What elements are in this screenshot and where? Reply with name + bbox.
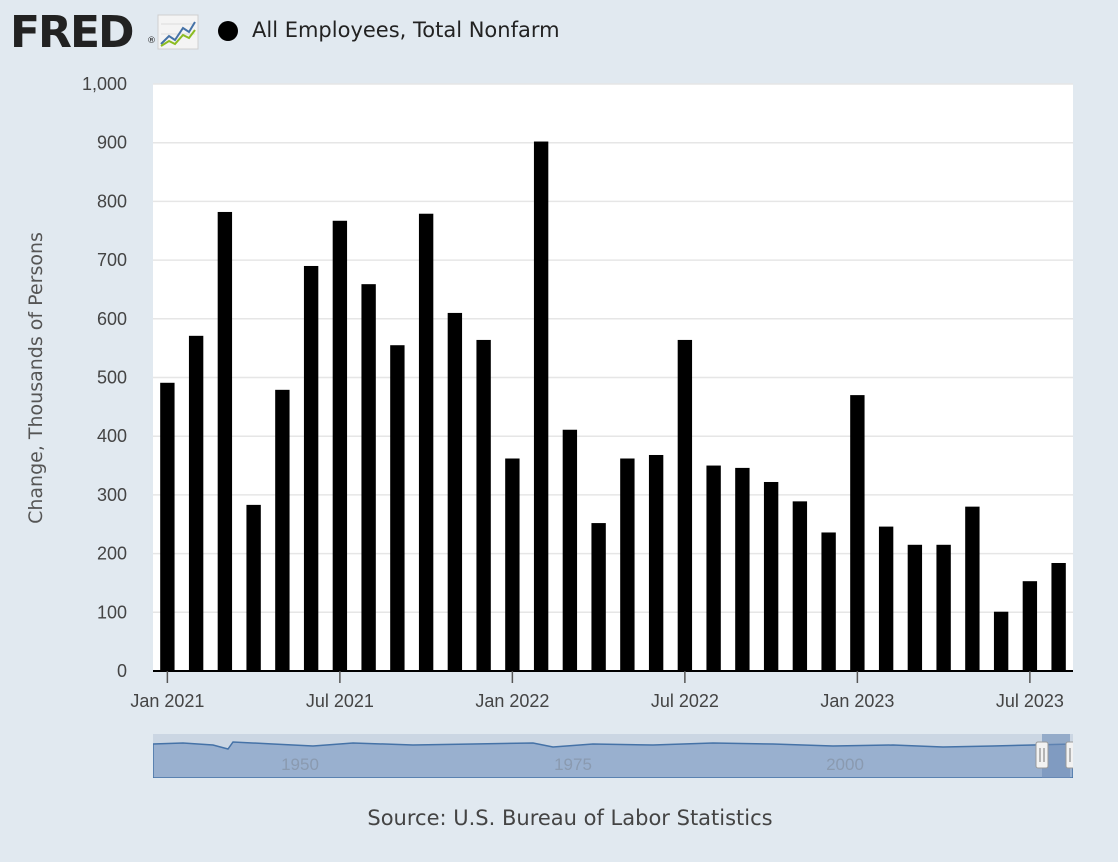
bar-2021-10[interactable]	[418, 213, 434, 672]
bar-2023-01[interactable]	[850, 395, 865, 671]
navigator-label-2000: 2000	[826, 755, 864, 774]
x-tick-label: Jul 2023	[996, 691, 1064, 711]
x-tick-label: Jul 2022	[651, 691, 719, 711]
navigator-label-1950: 1950	[281, 755, 319, 774]
navigator-handle-right[interactable]	[1065, 741, 1073, 769]
x-tick-label: Jan 2023	[820, 691, 894, 711]
bar-2021-12[interactable]	[476, 339, 491, 671]
chart-header: FRED ® All Employees, Total Nonfarm	[0, 0, 1118, 64]
navigator-handle-left[interactable]	[1035, 741, 1049, 769]
navigator-label-1975: 1975	[554, 755, 592, 774]
legend-marker	[218, 21, 238, 41]
y-tick-label: 300	[97, 485, 127, 505]
bar-2022-01[interactable]	[505, 458, 520, 671]
y-tick-label: 600	[97, 309, 127, 329]
bar-2021-01[interactable]	[160, 382, 175, 671]
bar-2023-06[interactable]	[993, 611, 1009, 671]
bar-2021-05[interactable]	[275, 389, 290, 671]
bar-2023-07[interactable]	[1022, 581, 1038, 671]
y-tick-label: 900	[97, 133, 127, 153]
bar-2022-02[interactable]	[533, 141, 549, 671]
bar-2022-11[interactable]	[792, 501, 808, 671]
x-tick-label: Jul 2021	[306, 691, 374, 711]
bar-2023-05[interactable]	[965, 506, 980, 671]
x-tick-label: Jan 2022	[475, 691, 549, 711]
registered-mark: ®	[147, 36, 156, 46]
bar-2021-03[interactable]	[217, 211, 233, 671]
bar-2021-07[interactable]	[332, 220, 348, 671]
y-tick-label: 0	[117, 661, 127, 681]
bar-2022-06[interactable]	[648, 454, 664, 671]
line-chart-icon[interactable]	[157, 14, 199, 50]
bar-2022-05[interactable]	[620, 458, 635, 671]
y-tick-label: 1,000	[82, 74, 127, 94]
bar-2023-03[interactable]	[907, 544, 923, 671]
bar-2022-07[interactable]	[677, 339, 693, 671]
y-tick-label: 500	[97, 368, 127, 388]
y-tick-label: 400	[97, 426, 127, 446]
bar-2021-08[interactable]	[361, 284, 376, 671]
source-note: Source: U.S. Bureau of Labor Statistics	[367, 806, 773, 830]
y-tick-label: 100	[97, 602, 127, 622]
bar-2022-04[interactable]	[591, 523, 606, 671]
range-navigator[interactable]: 1950 1975 2000	[153, 734, 1073, 778]
bar-2023-04[interactable]	[936, 544, 951, 671]
bar-2021-04[interactable]	[246, 504, 261, 671]
bars	[160, 141, 1066, 672]
bar-2022-09[interactable]	[735, 467, 750, 671]
fred-logo[interactable]: FRED	[10, 7, 135, 58]
y-axis-ticks: 0 100 200 300 400 500 600 700 800 900 1,000	[82, 74, 127, 681]
bar-2022-08[interactable]	[706, 465, 721, 671]
bar-2021-02[interactable]	[188, 335, 204, 671]
x-tick-label: Jan 2021	[130, 691, 204, 711]
bar-2023-08[interactable]	[1051, 562, 1066, 671]
y-tick-label: 800	[97, 191, 127, 211]
y-tick-label: 700	[97, 250, 127, 270]
bar-2022-03[interactable]	[562, 429, 578, 671]
bar-2021-06[interactable]	[303, 265, 319, 671]
bar-2022-10[interactable]	[763, 481, 779, 671]
bar-2023-02[interactable]	[878, 526, 894, 671]
x-axis-ticks: Jan 2021 Jul 2021 Jan 2022 Jul 2022 Jan 2023…	[130, 671, 1064, 711]
bar-2021-11[interactable]	[447, 312, 463, 671]
legend-label: All Employees, Total Nonfarm	[252, 18, 560, 42]
bar-2021-09[interactable]	[390, 345, 405, 671]
bar-2022-12[interactable]	[821, 532, 836, 671]
y-tick-label: 200	[97, 544, 127, 564]
